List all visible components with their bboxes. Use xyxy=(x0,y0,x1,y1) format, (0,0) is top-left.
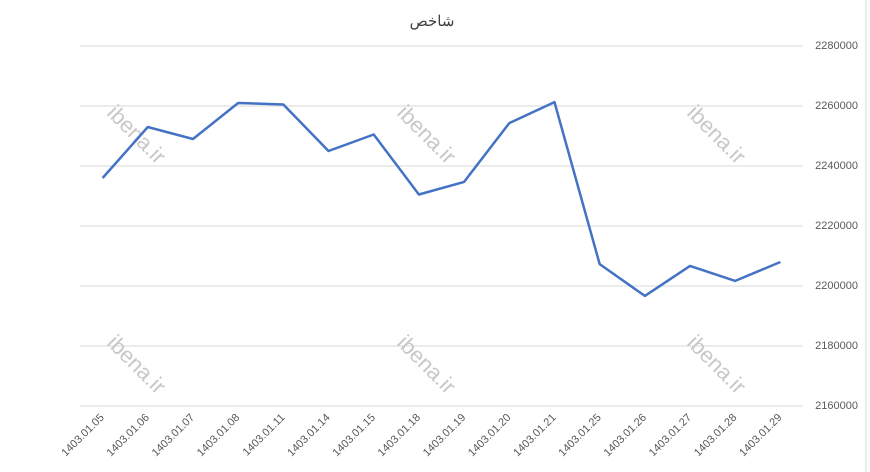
y-tick-label: 2240000 xyxy=(815,160,858,172)
y-tick-label: 2280000 xyxy=(815,40,858,52)
data-line xyxy=(101,100,781,298)
y-tick-label: 2220000 xyxy=(815,220,858,232)
y-tick-label: 2160000 xyxy=(815,400,858,412)
y-tick-label: 2180000 xyxy=(815,340,858,352)
y-tick-label: 2260000 xyxy=(815,100,858,112)
chart-title: شاخص xyxy=(410,13,455,30)
y-tick-label: 2200000 xyxy=(815,280,858,292)
